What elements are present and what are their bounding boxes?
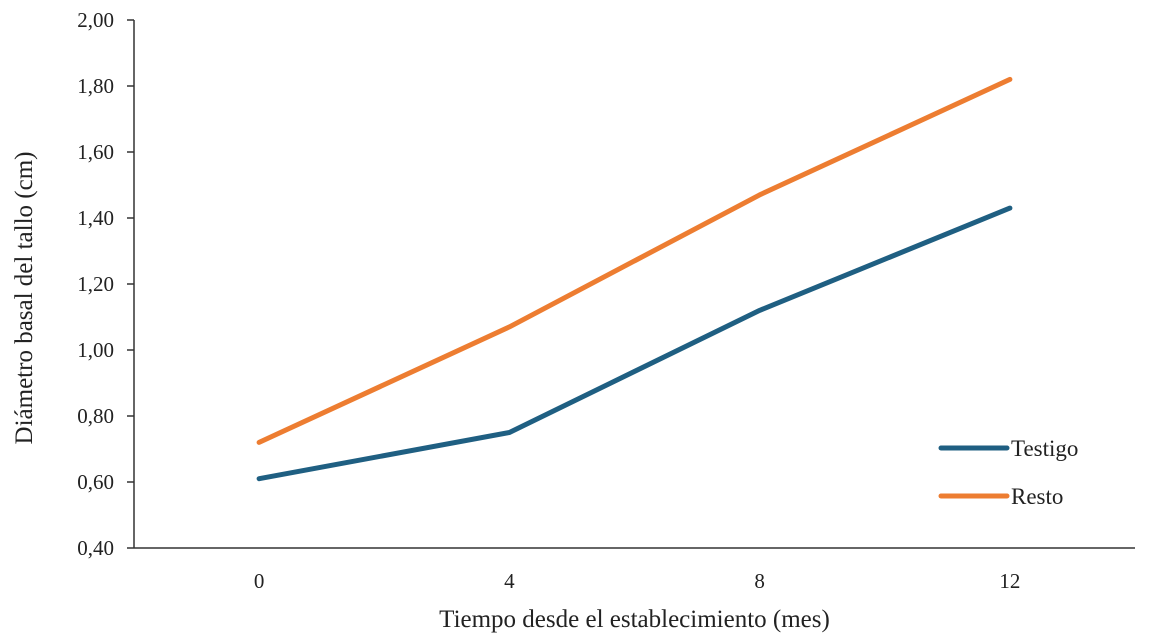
x-ticks: 0 4 8 12 — [254, 569, 1021, 593]
y-axis-title: Diámetro basal del tallo (cm) — [11, 152, 38, 445]
y-tick-label: 2,00 — [77, 8, 114, 32]
x-axis-title: Tiempo desde el establecimiento (mes) — [439, 606, 830, 633]
y-tick-label: 0,60 — [77, 470, 114, 494]
x-tick-label: 0 — [254, 569, 265, 593]
y-tick-label: 0,80 — [77, 404, 114, 428]
y-tick-label: 1,40 — [77, 206, 114, 230]
y-tick-label: 1,60 — [77, 140, 114, 164]
series-lines — [256, 76, 1013, 482]
legend-label-testigo: Testigo — [1011, 436, 1078, 461]
y-tick-label: 0,40 — [77, 536, 114, 560]
y-tick-label: 1,20 — [77, 272, 114, 296]
axes — [133, 20, 1135, 549]
y-tick-label: 1,00 — [77, 338, 114, 362]
legend-label-resto: Resto — [1011, 484, 1063, 509]
series-line-testigo — [256, 205, 1013, 482]
x-tick-label: 12 — [999, 569, 1020, 593]
legend: Testigo Resto — [938, 436, 1078, 509]
x-tick-label: 4 — [504, 569, 515, 593]
y-ticks: 0,40 0,60 0,80 1,00 1,20 1,40 1,60 1,80 2,00 — [77, 8, 134, 560]
series-line-resto — [256, 76, 1013, 445]
y-tick-label: 1,80 — [77, 74, 114, 98]
x-tick-label: 8 — [754, 569, 765, 593]
